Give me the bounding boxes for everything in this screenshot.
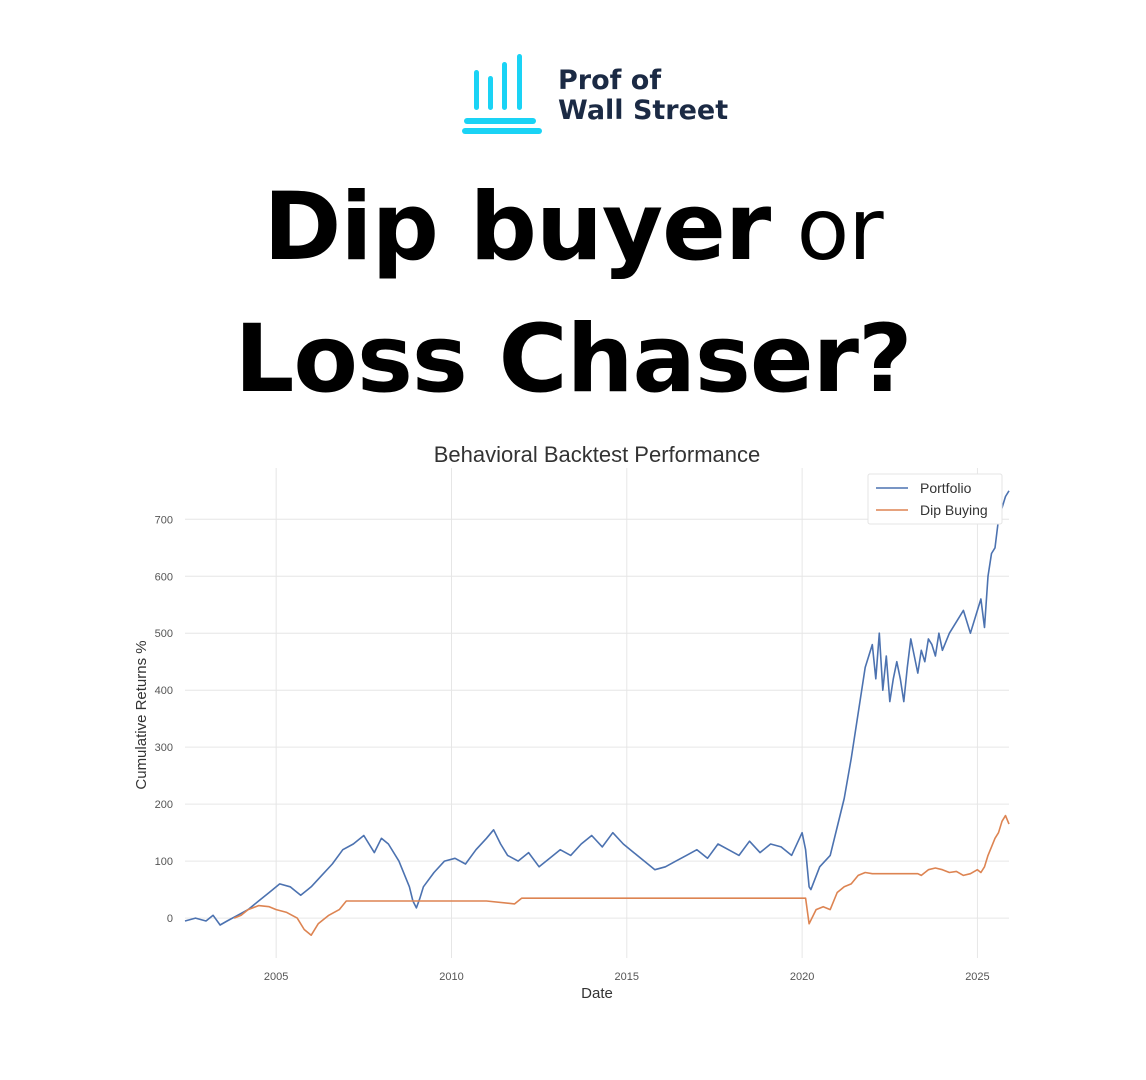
chart-legend: Portfolio Dip Buying xyxy=(867,473,1003,525)
y-tick-label: 700 xyxy=(155,514,173,526)
logo-bar xyxy=(517,54,522,110)
x-tick-label: 2010 xyxy=(439,971,463,983)
bar-chart-pillar-icon xyxy=(462,54,542,134)
headline-line-1: Dip buyer or xyxy=(0,168,1146,290)
logo-base-top xyxy=(464,118,536,124)
x-tick-label: 2025 xyxy=(965,971,989,983)
logo-bar xyxy=(502,62,507,110)
series-lines xyxy=(184,490,1010,937)
legend-label-portfolio: Portfolio xyxy=(920,480,972,496)
grid xyxy=(185,468,1009,958)
y-tick-label: 400 xyxy=(155,685,173,697)
logo-bar xyxy=(488,76,493,110)
x-axis-label: Date xyxy=(581,985,613,1002)
y-tick-label: 500 xyxy=(155,628,173,640)
logo-base-bottom xyxy=(462,128,542,134)
headline-line-2: Loss Chaser? xyxy=(234,305,912,414)
headline-or: or xyxy=(770,180,884,280)
headline-dip-buyer: Dip buyer xyxy=(263,173,771,282)
x-tick-label: 2005 xyxy=(264,971,288,983)
y-tick-label: 200 xyxy=(155,799,173,811)
series-line-dip-buying xyxy=(233,814,1010,937)
y-tick-label: 0 xyxy=(167,913,173,925)
chart-title: Behavioral Backtest Performance xyxy=(434,442,761,467)
brand-name-line2: Wall Street xyxy=(558,95,729,126)
series-line-portfolio xyxy=(184,490,1010,926)
logo-bar xyxy=(474,70,479,110)
legend-label-dip-buying: Dip Buying xyxy=(920,502,988,518)
x-tick-label: 2020 xyxy=(790,971,814,983)
x-tick-label: 2015 xyxy=(615,971,639,983)
brand-logo: Prof of Wall Street xyxy=(460,50,760,140)
y-tick-label: 100 xyxy=(155,856,173,868)
legend-box xyxy=(867,473,1003,525)
y-tick-label: 300 xyxy=(155,742,173,754)
y-axis-label: Cumulative Returns % xyxy=(133,640,150,789)
brand-name: Prof of Wall Street xyxy=(558,66,728,126)
brand-name-line1: Prof of xyxy=(558,65,662,96)
line-chart: Behavioral Backtest Performance 0 100 200 3… xyxy=(133,442,1010,1002)
y-tick-label: 600 xyxy=(155,571,173,583)
axis-ticks: 0 100 200 300 400 500 600 700 2005 2010 2015 2020 20… xyxy=(155,514,990,983)
